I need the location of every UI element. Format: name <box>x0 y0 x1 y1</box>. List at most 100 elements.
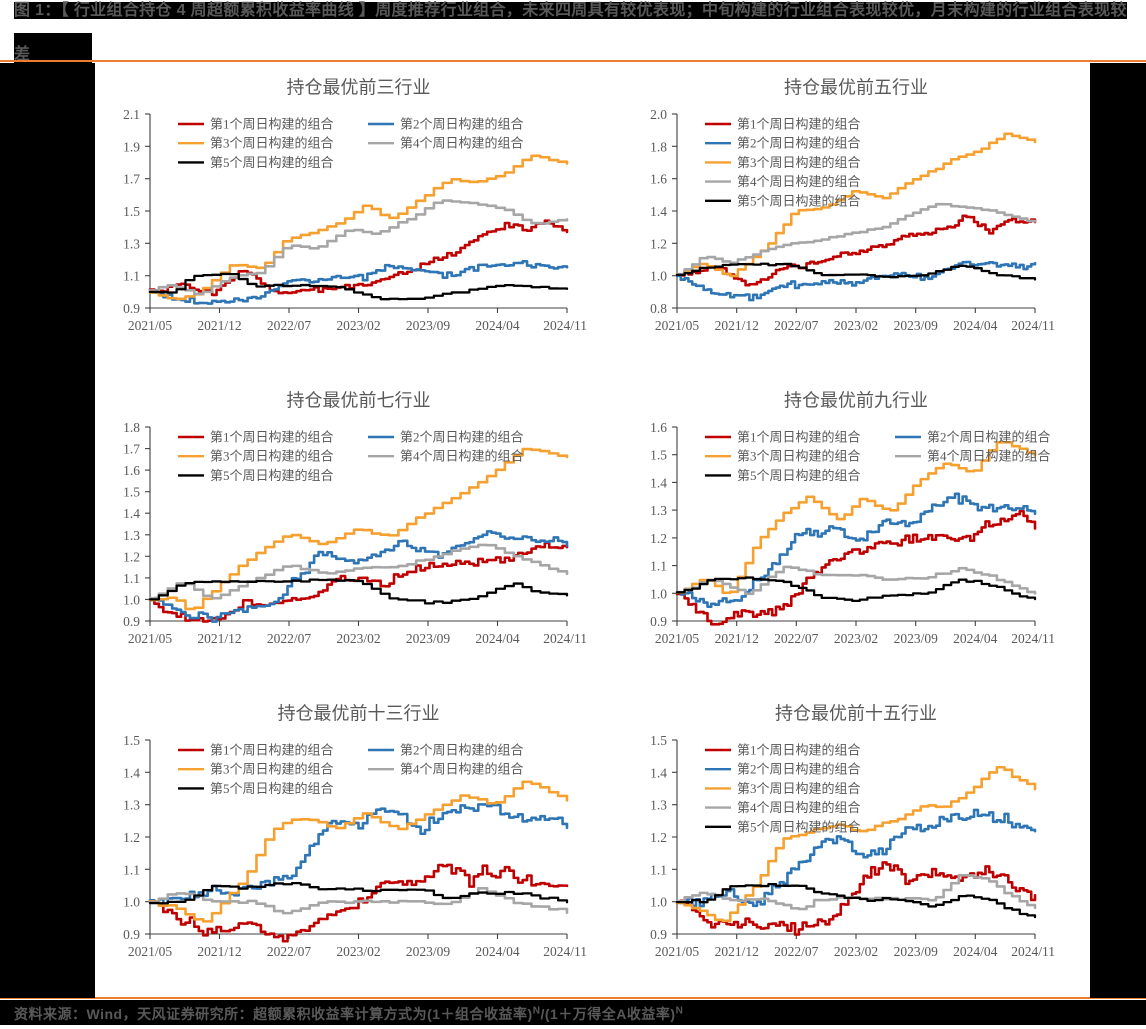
svg-text:2024/11: 2024/11 <box>1011 944 1055 959</box>
svg-text:2023/09: 2023/09 <box>894 631 939 646</box>
svg-text:1.2: 1.2 <box>650 531 667 546</box>
svg-text:第1个周日构建的组合: 第1个周日构建的组合 <box>210 743 334 758</box>
svg-text:1.1: 1.1 <box>123 269 140 284</box>
svg-text:第4个周日构建的组合: 第4个周日构建的组合 <box>737 174 861 189</box>
svg-text:第5个周日构建的组合: 第5个周日构建的组合 <box>210 781 334 796</box>
svg-text:2021/12: 2021/12 <box>197 944 241 959</box>
svg-text:2022/07: 2022/07 <box>267 318 312 333</box>
svg-text:1.1: 1.1 <box>650 862 667 877</box>
svg-text:持仓最优前七行业: 持仓最优前七行业 <box>287 391 431 411</box>
svg-text:2022/07: 2022/07 <box>774 944 819 959</box>
svg-text:1.5: 1.5 <box>123 204 140 219</box>
svg-text:2024/11: 2024/11 <box>1011 631 1055 646</box>
svg-text:1.7: 1.7 <box>123 442 140 457</box>
svg-text:第2个周日构建的组合: 第2个周日构建的组合 <box>927 430 1051 445</box>
svg-text:1.3: 1.3 <box>650 503 667 518</box>
svg-text:2021/12: 2021/12 <box>715 944 759 959</box>
svg-text:1.9: 1.9 <box>123 139 140 154</box>
svg-text:2021/12: 2021/12 <box>197 631 241 646</box>
svg-text:2024/04: 2024/04 <box>953 318 998 333</box>
svg-text:第1个周日构建的组合: 第1个周日构建的组合 <box>737 743 861 758</box>
svg-text:第3个周日构建的组合: 第3个周日构建的组合 <box>737 155 861 170</box>
svg-text:1.7: 1.7 <box>123 172 140 187</box>
svg-text:1.3: 1.3 <box>650 798 667 813</box>
svg-text:第5个周日构建的组合: 第5个周日构建的组合 <box>737 819 861 834</box>
svg-text:2022/07: 2022/07 <box>774 631 819 646</box>
svg-text:2021/12: 2021/12 <box>715 631 759 646</box>
svg-text:1.3: 1.3 <box>123 528 140 543</box>
svg-text:第5个周日构建的组合: 第5个周日构建的组合 <box>737 193 861 208</box>
svg-text:1.0: 1.0 <box>650 269 667 284</box>
svg-text:2.0: 2.0 <box>650 107 667 122</box>
svg-text:1.0: 1.0 <box>123 895 140 910</box>
svg-text:第1个周日构建的组合: 第1个周日构建的组合 <box>210 430 334 445</box>
svg-text:2024/11: 2024/11 <box>543 631 587 646</box>
svg-text:1.2: 1.2 <box>123 830 140 845</box>
svg-text:1.1: 1.1 <box>650 559 667 574</box>
svg-text:2023/02: 2023/02 <box>336 944 380 959</box>
svg-text:第1个周日构建的组合: 第1个周日构建的组合 <box>737 430 861 445</box>
svg-text:1.1: 1.1 <box>123 862 140 877</box>
svg-text:1.4: 1.4 <box>123 506 140 521</box>
svg-text:1.3: 1.3 <box>123 236 140 251</box>
svg-text:1.0: 1.0 <box>123 592 140 607</box>
svg-text:第3个周日构建的组合: 第3个周日构建的组合 <box>737 449 861 464</box>
svg-text:持仓最优前九行业: 持仓最优前九行业 <box>784 391 928 411</box>
svg-text:第3个周日构建的组合: 第3个周日构建的组合 <box>737 781 861 796</box>
svg-text:1.4: 1.4 <box>650 204 667 219</box>
svg-text:2021/05: 2021/05 <box>655 318 700 333</box>
svg-text:2021/05: 2021/05 <box>128 631 173 646</box>
svg-text:1.2: 1.2 <box>650 830 667 845</box>
svg-text:2023/02: 2023/02 <box>336 318 380 333</box>
svg-text:2023/02: 2023/02 <box>834 318 878 333</box>
svg-text:2024/04: 2024/04 <box>475 631 520 646</box>
svg-text:2021/05: 2021/05 <box>128 318 173 333</box>
svg-text:2023/09: 2023/09 <box>406 631 451 646</box>
svg-text:1.5: 1.5 <box>650 733 667 748</box>
svg-text:0.9: 0.9 <box>650 614 667 629</box>
svg-text:1.8: 1.8 <box>123 420 140 435</box>
svg-text:第4个周日构建的组合: 第4个周日构建的组合 <box>400 449 524 464</box>
svg-text:持仓最优前五行业: 持仓最优前五行业 <box>784 78 928 98</box>
svg-text:2022/07: 2022/07 <box>267 631 312 646</box>
svg-text:第5个周日构建的组合: 第5个周日构建的组合 <box>210 155 334 170</box>
svg-text:2021/12: 2021/12 <box>715 318 759 333</box>
svg-text:持仓最优前三行业: 持仓最优前三行业 <box>287 78 431 98</box>
svg-text:2021/05: 2021/05 <box>655 944 700 959</box>
svg-text:1.3: 1.3 <box>123 798 140 813</box>
svg-text:2023/09: 2023/09 <box>406 318 451 333</box>
svg-text:持仓最优前十五行业: 持仓最优前十五行业 <box>775 704 937 724</box>
svg-text:2021/12: 2021/12 <box>197 318 241 333</box>
svg-text:0.9: 0.9 <box>123 614 140 629</box>
svg-text:1.5: 1.5 <box>123 733 140 748</box>
svg-text:0.9: 0.9 <box>650 927 667 942</box>
svg-text:第2个周日构建的组合: 第2个周日构建的组合 <box>400 117 524 132</box>
svg-text:第3个周日构建的组合: 第3个周日构建的组合 <box>210 762 334 777</box>
svg-text:第5个周日构建的组合: 第5个周日构建的组合 <box>210 468 334 483</box>
svg-text:2024/04: 2024/04 <box>953 944 998 959</box>
svg-text:1.4: 1.4 <box>650 765 667 780</box>
svg-text:2024/04: 2024/04 <box>475 318 520 333</box>
svg-text:0.8: 0.8 <box>650 301 667 316</box>
svg-text:1.4: 1.4 <box>650 475 667 490</box>
svg-text:第1个周日构建的组合: 第1个周日构建的组合 <box>737 117 861 132</box>
svg-text:第3个周日构建的组合: 第3个周日构建的组合 <box>210 449 334 464</box>
svg-text:第4个周日构建的组合: 第4个周日构建的组合 <box>400 762 524 777</box>
svg-text:2021/05: 2021/05 <box>128 944 173 959</box>
svg-text:2021/05: 2021/05 <box>655 631 700 646</box>
svg-text:2023/09: 2023/09 <box>894 944 939 959</box>
svg-text:1.0: 1.0 <box>650 586 667 601</box>
svg-text:2024/04: 2024/04 <box>475 944 520 959</box>
svg-text:0.9: 0.9 <box>123 927 140 942</box>
svg-text:第2个周日构建的组合: 第2个周日构建的组合 <box>737 762 861 777</box>
svg-text:1.8: 1.8 <box>650 139 667 154</box>
svg-text:1.6: 1.6 <box>123 463 140 478</box>
svg-text:1.5: 1.5 <box>650 448 667 463</box>
svg-text:2024/11: 2024/11 <box>1011 318 1055 333</box>
svg-text:2023/09: 2023/09 <box>406 944 451 959</box>
svg-text:1.4: 1.4 <box>123 765 140 780</box>
svg-text:2023/09: 2023/09 <box>894 318 939 333</box>
svg-text:第5个周日构建的组合: 第5个周日构建的组合 <box>737 468 861 483</box>
svg-text:1.6: 1.6 <box>650 172 667 187</box>
svg-text:1.1: 1.1 <box>123 571 140 586</box>
